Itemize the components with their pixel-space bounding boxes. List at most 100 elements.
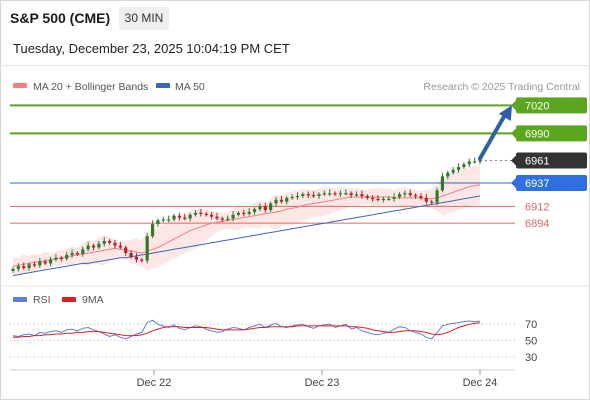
- candle: [467, 158, 471, 168]
- candle-body: [392, 196, 396, 199]
- candle-body: [172, 215, 176, 220]
- rsi-tick-label-70: 70: [525, 319, 537, 331]
- bollinger-band-layer: [13, 165, 480, 276]
- candle-body: [150, 224, 155, 237]
- candle: [22, 262, 26, 270]
- candle: [365, 194, 369, 200]
- rsi-layer: 70 50 30: [10, 319, 537, 364]
- candle: [381, 196, 385, 203]
- header-divider: [0, 65, 590, 66]
- candle: [204, 211, 208, 217]
- candle: [344, 189, 348, 196]
- chart-datetime: Tuesday, December 23, 2025 10:04:19 PM C…: [13, 41, 290, 56]
- candle-body: [183, 217, 187, 219]
- rsi-legend-label: RSI: [33, 294, 51, 306]
- candle: [397, 192, 402, 199]
- candle-body: [413, 195, 418, 197]
- rsi-legend-swatch: [13, 297, 27, 302]
- candle-body: [328, 193, 332, 195]
- candle-body: [263, 206, 267, 211]
- candle: [199, 209, 203, 217]
- candle: [177, 212, 181, 221]
- candle: [274, 196, 278, 207]
- candle-body: [301, 194, 305, 197]
- target-arrow-shaft: [478, 109, 509, 161]
- candle: [59, 255, 63, 262]
- candle-body: [231, 214, 235, 219]
- candle: [462, 162, 466, 169]
- candle: [312, 191, 316, 198]
- candle-body: [285, 197, 289, 202]
- candle: [354, 191, 359, 197]
- candle-body: [322, 193, 326, 195]
- candle: [290, 194, 294, 200]
- candle-body: [295, 196, 300, 198]
- candle-body: [317, 194, 321, 197]
- candle: [172, 213, 176, 222]
- target-arrow-head: [498, 105, 512, 121]
- candle-body: [167, 219, 171, 221]
- level-label-6894: 6894: [525, 218, 549, 230]
- x-axis-ticks: Dec 22 Dec 23 Dec 24: [137, 370, 498, 389]
- candle: [317, 192, 321, 199]
- level-tag-pointer-7020: [511, 100, 516, 111]
- level-label-6937: 6937: [525, 178, 549, 190]
- candle-body: [22, 266, 26, 269]
- candle-body: [258, 206, 262, 210]
- candle: [456, 163, 461, 173]
- candle-body: [129, 253, 133, 257]
- candle: [38, 257, 42, 269]
- candle: [279, 196, 283, 204]
- candle: [231, 211, 235, 222]
- candle: [403, 190, 407, 197]
- candle: [263, 202, 267, 213]
- timeframe-selector[interactable]: 30 MIN: [119, 7, 169, 30]
- candle: [295, 192, 300, 200]
- candle: [430, 199, 434, 205]
- candle-body: [188, 214, 192, 219]
- x-tick-label: Dec 24: [463, 377, 498, 389]
- candle: [140, 257, 144, 263]
- candle-body: [242, 212, 246, 215]
- candle-body: [156, 220, 160, 225]
- candle-body: [65, 254, 69, 259]
- candle: [43, 259, 47, 266]
- candle: [102, 237, 106, 247]
- candle-body: [59, 257, 63, 259]
- candle-body: [27, 264, 31, 269]
- x-tick-label: Dec 23: [305, 377, 340, 389]
- candle-body: [397, 194, 402, 197]
- candle: [322, 190, 326, 197]
- candle-body: [204, 213, 208, 216]
- candle: [81, 246, 85, 257]
- candle: [215, 212, 219, 221]
- candle-body: [274, 199, 278, 204]
- candle-body: [118, 245, 122, 248]
- candle-body: [86, 245, 90, 250]
- candle: [167, 215, 171, 223]
- candle: [226, 215, 230, 222]
- moving-average-layer: [12, 184, 481, 276]
- candle-body: [210, 214, 214, 217]
- candle: [247, 208, 251, 216]
- candle-body: [467, 161, 471, 165]
- candle: [91, 243, 96, 251]
- candle-body: [177, 215, 181, 218]
- candle-body: [403, 193, 407, 195]
- candle: [408, 189, 412, 197]
- candle: [75, 251, 80, 256]
- candle-body: [193, 212, 198, 215]
- candle-body: [215, 216, 219, 219]
- level-tag-pointer-6990: [511, 128, 516, 139]
- candle: [70, 249, 74, 258]
- candle: [338, 190, 343, 197]
- candle-body: [478, 160, 482, 162]
- candle: [150, 220, 155, 239]
- candle-body: [16, 266, 20, 269]
- candle: [16, 263, 20, 272]
- candle-body: [440, 176, 445, 191]
- candle: [65, 252, 69, 261]
- target-arrow-layer: [478, 105, 512, 161]
- candle-body: [220, 218, 224, 220]
